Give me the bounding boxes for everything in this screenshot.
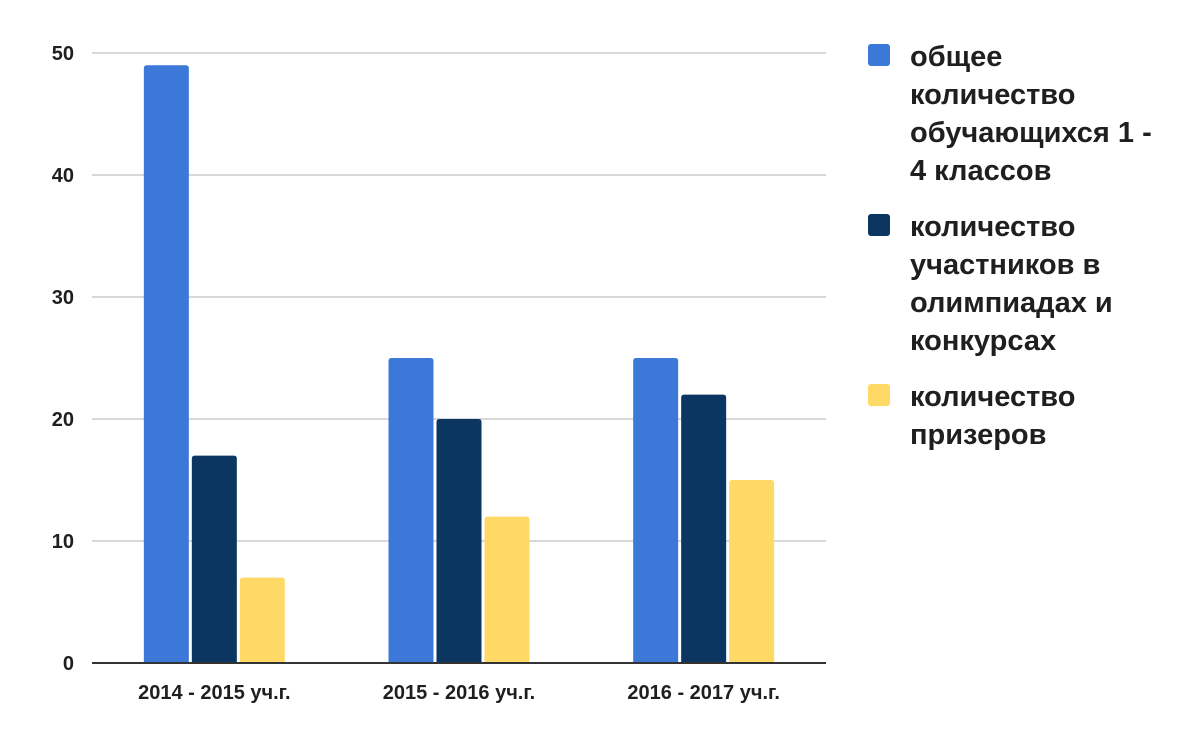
legend-item-total-students: общее количество обучающихся 1 - 4 класс…	[868, 38, 1168, 190]
bar-series-1-category-3	[633, 358, 679, 663]
legend-item-prize-winners: количество призеров	[868, 378, 1168, 454]
legend-label-participants: количество участников в олимпиадах и кон…	[910, 211, 1113, 357]
legend-swatch-prize-winners	[868, 384, 890, 406]
bar-series-3-category-2	[484, 516, 530, 663]
y-tick-label: 40	[52, 165, 74, 187]
y-tick-label: 0	[63, 653, 74, 675]
y-tick-label: 10	[52, 531, 74, 553]
bar-series-2-category-1	[191, 455, 237, 663]
bar-series-1-category-2	[388, 358, 434, 663]
legend-swatch-participants	[868, 214, 890, 236]
bar-series-2-category-2	[436, 419, 482, 663]
y-tick-label: 30	[52, 287, 74, 309]
y-tick-label: 50	[52, 43, 74, 65]
bar-series-1-category-1	[143, 65, 189, 663]
legend-swatch-total-students	[868, 44, 890, 66]
y-tick-label: 20	[52, 409, 74, 431]
legend-label-total-students: общее количество обучающихся 1 - 4 класс…	[910, 41, 1152, 187]
bar-series-3-category-1	[239, 577, 285, 663]
legend-label-prize-winners: количество призеров	[910, 381, 1076, 451]
x-category-label: 2015 - 2016 уч.г.	[383, 682, 536, 704]
x-category-label: 2014 - 2015 уч.г.	[138, 682, 291, 704]
x-category-label: 2016 - 2017 уч.г.	[627, 682, 780, 704]
bar-series-3-category-3	[729, 480, 775, 663]
legend-item-participants: количество участников в олимпиадах и кон…	[868, 208, 1168, 360]
bar-series-2-category-3	[681, 394, 727, 663]
legend: общее количество обучающихся 1 - 4 класс…	[868, 38, 1168, 472]
